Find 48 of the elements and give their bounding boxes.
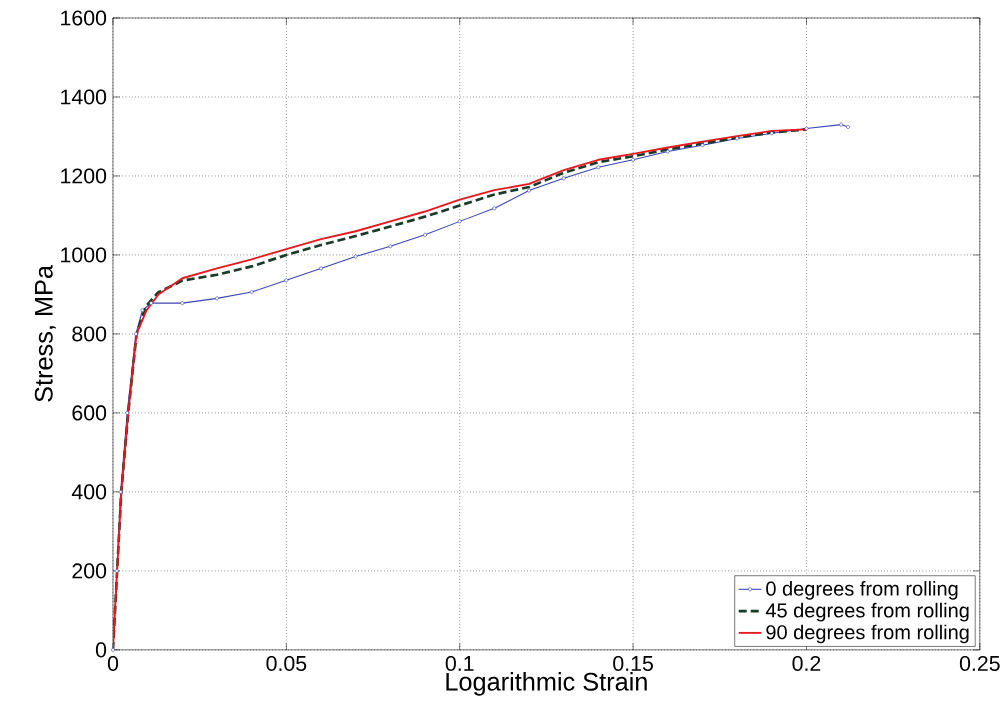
point (631, 157, 636, 162)
point (388, 244, 393, 249)
legend-label: 45 degrees from rolling (765, 602, 969, 622)
point (700, 143, 705, 148)
point (423, 232, 427, 237)
y-tick-label: 1000 (61, 247, 107, 263)
point (180, 301, 185, 306)
y-tick-label: 400 (71, 484, 107, 500)
point (846, 125, 850, 129)
point (149, 301, 154, 306)
y-tick-label: 0 (95, 642, 107, 658)
legend-label: 90 degrees from rolling (766, 624, 969, 644)
point (596, 165, 601, 170)
point (769, 131, 774, 136)
x-tick-label: 0.2 (792, 655, 821, 672)
y-tick-label: 1600 (61, 10, 107, 26)
x-tick-label: 0.1 (445, 655, 474, 672)
point (804, 126, 809, 131)
legend-label: 0 degrees from rolling (766, 581, 958, 600)
point (839, 122, 844, 127)
point (492, 206, 497, 211)
point (249, 290, 254, 295)
x-tick-label: 0 (107, 655, 119, 672)
point (457, 219, 462, 224)
point (527, 188, 531, 193)
y-tick-label: 800 (72, 326, 107, 342)
point (665, 149, 670, 154)
y-tick-label: 1400 (61, 89, 107, 105)
point (284, 278, 289, 283)
point (140, 308, 145, 313)
point (561, 176, 566, 181)
x-tick-label: 0.25 (959, 655, 1000, 672)
point (319, 266, 323, 271)
y-tick-label: 1200 (61, 168, 107, 184)
point (118, 490, 123, 494)
point (111, 648, 115, 652)
x-tick-label: 0.05 (266, 655, 307, 672)
point (133, 332, 138, 336)
point (735, 136, 740, 141)
point (215, 296, 219, 301)
y-tick-label: 600 (72, 405, 107, 421)
x-axis-title: Logarithmic Strain (446, 672, 647, 696)
point (114, 569, 119, 573)
y-tick-label: 200 (72, 563, 107, 579)
y-axis-title: Stress, MPa (34, 265, 56, 402)
x-tick-label: 0.15 (613, 655, 653, 672)
point (353, 254, 358, 259)
point (125, 411, 130, 415)
